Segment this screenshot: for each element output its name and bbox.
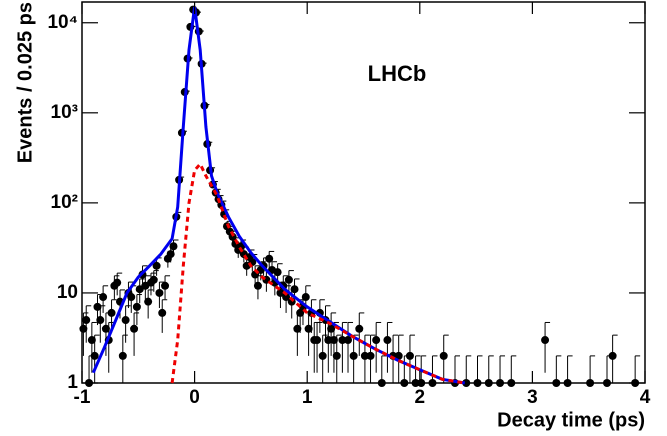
data-point	[428, 379, 437, 387]
y-tick-label: 10³	[51, 102, 78, 123]
plot-area	[79, 5, 641, 387]
data-point	[169, 242, 178, 251]
x-tick-label: -1	[74, 387, 91, 408]
y-tick-label: 10²	[51, 192, 78, 213]
data-point	[349, 351, 358, 360]
data-point	[276, 288, 285, 297]
annotation: LHCb	[368, 61, 427, 86]
y-tick-label: 10⁴	[47, 12, 78, 33]
data-point	[99, 293, 108, 302]
data-point	[552, 379, 561, 387]
data-point	[318, 351, 327, 360]
data-point	[118, 351, 127, 360]
data-point	[166, 250, 175, 259]
data-point	[265, 254, 274, 263]
data-point	[149, 275, 158, 284]
data-point	[90, 351, 99, 360]
data-point	[360, 351, 369, 360]
data-point	[439, 351, 448, 360]
x-tick-label: 2	[415, 387, 426, 408]
data-point	[377, 379, 386, 387]
data-point	[121, 316, 130, 325]
data-point	[394, 351, 403, 360]
data-point	[296, 308, 305, 317]
data-point	[324, 336, 333, 345]
data-point	[301, 293, 310, 302]
data-point	[290, 285, 299, 294]
data-point	[113, 278, 122, 287]
data-point	[400, 379, 409, 387]
data-point	[273, 268, 282, 277]
data-point	[127, 293, 136, 302]
data-point	[79, 324, 88, 333]
data-point	[130, 324, 139, 333]
data-point	[304, 324, 313, 333]
data-point	[93, 302, 102, 311]
x-tick-label: 4	[640, 387, 651, 408]
data-point	[473, 379, 482, 387]
data-point	[329, 336, 338, 345]
data-point	[144, 297, 153, 306]
data-point	[132, 302, 141, 311]
data-point	[344, 336, 353, 345]
data-point	[152, 261, 161, 270]
data-point	[87, 336, 96, 345]
data-point	[372, 336, 381, 345]
x-tick-label: 3	[527, 387, 538, 408]
data-point	[155, 288, 164, 297]
data-point	[282, 293, 291, 302]
x-tick-label: 1	[302, 387, 313, 408]
data-point	[338, 336, 347, 345]
data-point	[161, 281, 170, 290]
data-point	[313, 336, 322, 345]
data-point	[405, 351, 414, 360]
data-point	[507, 379, 516, 387]
x-tick-label: 0	[189, 387, 200, 408]
y-axis-label: Events / 0.025 ps	[14, 2, 36, 163]
data-point	[417, 379, 426, 387]
data-point	[355, 324, 364, 333]
y-tick-label: 10	[57, 282, 78, 303]
data-point	[284, 275, 293, 284]
x-axis-label: Decay time (ps)	[497, 409, 645, 431]
data-point	[484, 379, 493, 387]
data-point	[366, 351, 375, 360]
data-point	[496, 379, 505, 387]
data-point	[293, 324, 302, 333]
data-point	[101, 324, 110, 333]
data-point	[462, 379, 471, 387]
data-point	[383, 336, 392, 345]
data-point	[608, 351, 617, 360]
data-point	[158, 308, 167, 317]
data-point	[586, 379, 595, 387]
data-point	[82, 316, 91, 325]
plot-frame	[81, 1, 646, 384]
data-point	[253, 281, 262, 290]
data-point	[327, 324, 336, 333]
data-point	[96, 316, 105, 325]
y-tick-label: 1	[67, 372, 78, 393]
fit-curve	[170, 161, 466, 385]
data-point	[563, 379, 572, 387]
data-point	[411, 379, 420, 387]
data-point	[107, 308, 116, 317]
data-point	[602, 379, 611, 387]
data-point	[541, 336, 550, 345]
data-point	[332, 351, 341, 360]
